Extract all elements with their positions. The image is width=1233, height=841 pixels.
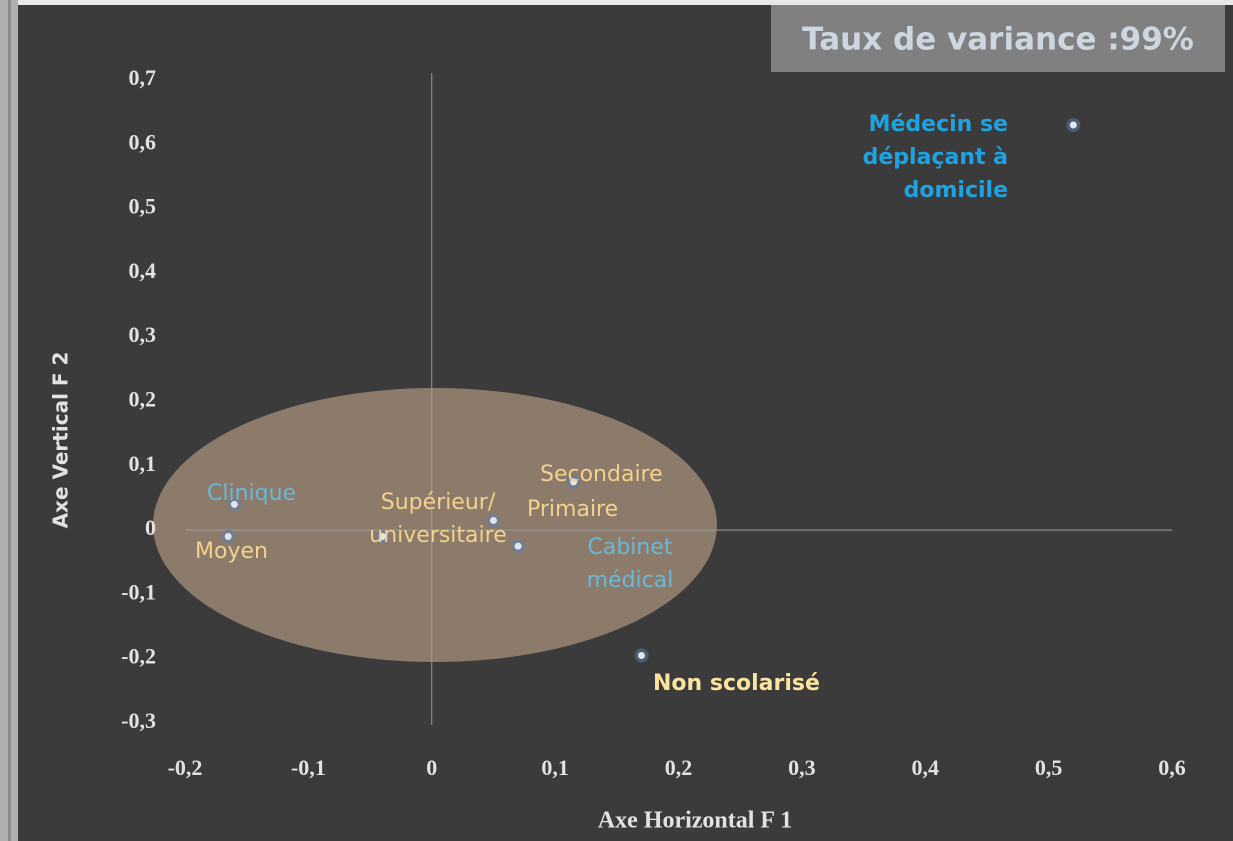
point-label: Supérieur/	[381, 490, 496, 515]
x-tick-label: 0,5	[1035, 755, 1063, 780]
point-label: médical	[587, 568, 674, 593]
point	[1069, 121, 1077, 129]
cluster-ellipse	[153, 388, 717, 662]
y-tick-label: -0,2	[121, 644, 156, 669]
point-label: Cabinet	[587, 535, 672, 560]
y-tick-label: -0,3	[121, 708, 156, 733]
title-box	[771, 5, 1225, 72]
y-tick-label: 0,1	[129, 451, 157, 476]
point	[378, 533, 386, 541]
x-tick-label: 0,1	[541, 755, 569, 780]
x-axis-title: Axe Horizontal F 1	[598, 808, 792, 834]
point-label: Clinique	[207, 481, 296, 506]
point	[489, 516, 497, 524]
point-label: Moyen	[195, 539, 268, 564]
x-tick-label: 0	[426, 755, 437, 780]
left-strip-line	[8, 0, 11, 841]
y-tick-label: 0,7	[129, 65, 157, 90]
point-label: Non scolarisé	[653, 671, 820, 696]
x-tick-label: 0,2	[665, 755, 693, 780]
point	[570, 478, 578, 486]
x-tick-label: 0,4	[912, 755, 940, 780]
point-label: Primaire	[527, 497, 618, 522]
point-label: universitaire	[369, 523, 507, 548]
point	[514, 542, 522, 550]
y-tick-label: 0	[145, 515, 156, 540]
point-label: domicile	[904, 178, 1008, 203]
point	[230, 500, 238, 508]
point-label: Médecin se	[869, 112, 1008, 137]
y-tick-label: 0,3	[129, 322, 157, 347]
x-tick-label: -0,1	[291, 755, 326, 780]
point	[224, 533, 232, 541]
y-tick-label: 0,5	[129, 194, 157, 219]
top-strip	[0, 0, 1233, 5]
y-tick-label: 0,2	[129, 387, 157, 412]
x-tick-label: -0,2	[168, 755, 203, 780]
point	[637, 651, 645, 659]
y-tick-label: 0,4	[129, 258, 157, 283]
x-tick-label: 0,6	[1158, 755, 1186, 780]
chart-title: Taux de variance :99%	[802, 22, 1194, 58]
y-tick-label: 0,6	[129, 129, 157, 154]
x-tick-label: 0,3	[788, 755, 816, 780]
point-label: déplaçant à	[863, 145, 1008, 170]
y-axis-title: Axe Vertical F 2	[49, 352, 73, 529]
y-tick-label: -0,1	[121, 579, 156, 604]
point-label: Secondaire	[540, 462, 663, 487]
